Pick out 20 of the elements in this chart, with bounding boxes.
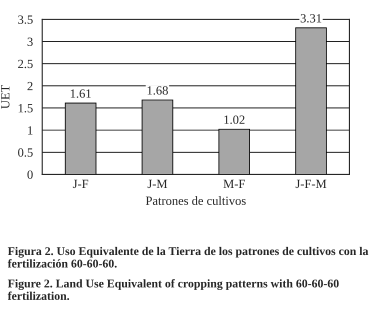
data-label: 3.31 bbox=[300, 14, 322, 23]
y-axis-title: UET bbox=[1, 84, 10, 109]
data-label: 1.61 bbox=[70, 89, 91, 98]
y-tick-label: 2 bbox=[28, 82, 33, 90]
text: Figura 2. Uso Equivalente de la Tierra de los patrones de cultivos con la fertilización 60-60-60. bbox=[8, 246, 368, 268]
x-axis-title: Patrones de cultivos bbox=[146, 196, 246, 205]
y-tick-label: 3.5 bbox=[18, 15, 33, 24]
y-tick-label: 1 bbox=[28, 126, 32, 134]
data-label: 1.68 bbox=[148, 86, 168, 95]
caption: Figure 2. Land Use Equivalent of cropping patterns with 60-60-60 fertilization. bbox=[8, 279, 339, 300]
x-tick-label: J-F-M bbox=[296, 180, 326, 188]
y-tick-label: 3 bbox=[28, 38, 33, 46]
x-tick-label: J-F bbox=[72, 180, 88, 188]
y-tick-label: 1.5 bbox=[18, 104, 33, 112]
y-tick-label: 2.5 bbox=[18, 60, 33, 68]
x-tick-label: J-M bbox=[148, 180, 168, 188]
data-label: 1.02 bbox=[224, 115, 244, 124]
y-tick-label: 0.5 bbox=[18, 148, 33, 157]
x-tick-label: M-F bbox=[223, 180, 245, 188]
y-tick-label: 0 bbox=[27, 170, 33, 179]
